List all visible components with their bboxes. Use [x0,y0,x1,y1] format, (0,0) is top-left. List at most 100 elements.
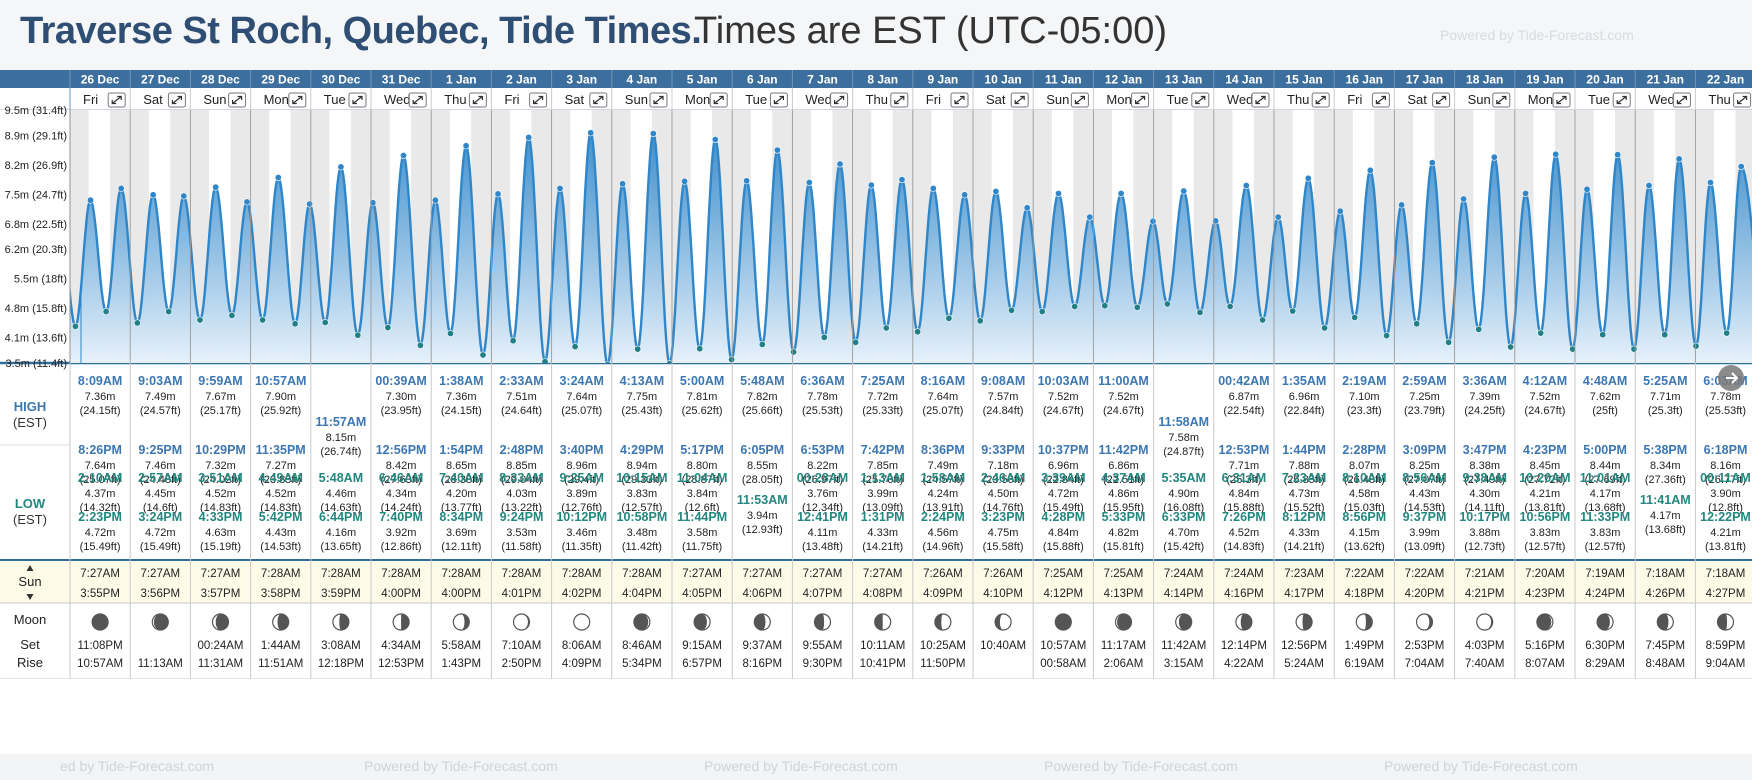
moon-shadow [1302,614,1313,630]
low-tide-height-ft: (13.65ft) [320,541,361,553]
sunset-time: 4:23PM [1525,588,1565,600]
title-bar: Traverse St Roch, Quebec, Tide Times. Ti… [0,0,1752,70]
sunrise-time: 7:21AM [1465,568,1505,580]
sunset-time: 3:56PM [140,588,180,600]
low-tide-time: 6:33PM [1162,510,1206,524]
low-tide-height-m: 4.50m [988,488,1019,500]
date-label: 14 Jan [1225,73,1262,87]
low-tide-point [1569,345,1577,353]
high-tide-height-m: 8.96m [566,460,597,472]
high-tide-point [1304,174,1312,182]
high-tide-time: 5:38PM [1643,443,1687,457]
high-tide-height-m: 8.22m [807,460,838,472]
moonset-time: 7:45PM [1645,640,1685,652]
high-tide-point [1336,207,1344,215]
high-tide-time: 5:17PM [680,443,724,457]
high-tide-height-ft: (26.97ft) [802,474,843,486]
low-tide-time: 3:24PM [138,510,182,524]
low-tide-height-m: 4.82m [1108,527,1139,539]
high-tide-height-ft: (25.33ft) [862,405,903,417]
low-tide-time: 11:33PM [1580,510,1630,524]
high-tide-height-m: 6.96m [1048,460,1079,472]
date-label: 5 Jan [687,73,718,87]
weekday-label: Tue [745,92,767,107]
moonset-time: 9:55AM [803,640,843,652]
high-tide-height-m: 7.58m [1168,432,1199,444]
low-tide-height-m: 3.83m [1530,527,1561,539]
low-tide-time: 00:11AM [1700,471,1751,485]
sunrise-time: 7:28AM [502,568,542,580]
sunrise-time: 7:22AM [1405,568,1445,580]
day-column: 11 Jan Sun 10:03AM 7.52m (24.67ft) 10:37PM 6.9… [1032,70,1089,754]
sunset-time: 3:59PM [321,588,361,600]
low-tide-height-m: 4.34m [386,488,417,500]
low-tide-height-m: 3.89m [566,488,597,500]
sunrise-time: 7:23AM [1284,568,1324,580]
sunset-time: 4:18PM [1344,588,1384,600]
high-tide-time: 10:57AM [255,374,306,388]
high-tide-height-m: 7.78m [807,391,838,403]
high-tide-point [836,160,844,168]
low-tide-time: 1:31PM [861,510,905,524]
low-tide-height-ft: (12.6ft) [685,502,720,514]
high-tide-height-m: 6.96m [1289,391,1320,403]
low-tide-height-m: 4.75m [988,527,1019,539]
high-tide-time: 9:33PM [981,443,1025,457]
high-tide-height-m: 7.25m [1409,391,1440,403]
low-tide-height-m: 4.72m [85,527,116,539]
low-tide-height-ft: (13.81ft) [1705,541,1746,553]
weekday-label: Sun [1046,92,1069,107]
moonset-time: 9:15AM [682,640,722,652]
high-tide-time: 1:54PM [439,443,483,457]
moon-row-label: Moon [14,612,47,627]
moon-shadow [1178,614,1192,630]
low-tide-height-ft: (13.91ft) [922,502,963,514]
high-tide-time: 5:00AM [680,374,724,388]
high-tide-point [117,184,125,192]
high-tide-point [399,152,407,160]
low-tide-point [541,358,549,363]
low-tide-time: 10:20AM [1519,471,1570,485]
low-tide-height-m: 4.52m [265,488,296,500]
day-column: 6 Jan Tue 5:48AM 7.82m (25.66ft) 6:05PM 8.55m (… [731,70,788,754]
footer-watermark: Powered by Tide-Forecast.com [1044,758,1238,774]
moonrise-time: 7:40AM [1465,658,1505,670]
moonrise-time: 11:51AM [258,658,303,670]
weekday-label: Sat [143,92,163,107]
low-tide-time: 3:51AM [198,471,242,485]
sunrise-time: 7:27AM [742,568,782,580]
weekday-label: Thu [866,92,888,107]
tide-area [70,132,1752,363]
high-tide-point [1149,217,1157,225]
moonrise-time: 8:48AM [1645,658,1685,670]
high-tide-height-m: 7.30m [386,391,417,403]
high-tide-height-ft: (24.57ft) [140,405,181,417]
low-tide-time: 00:28AM [797,471,848,485]
low-tide-point [1259,316,1267,324]
y-axis-tick-label: 3.5m (11.4ft) [5,358,67,370]
high-tide-time: 7:42PM [861,443,905,457]
high-tide-height-m: 6.86m [1108,460,1139,472]
high-tide-point [1583,185,1591,193]
low-tide-height-m: 3.83m [627,488,658,500]
expand-arrow [1676,95,1687,105]
low-tide-height-ft: (15.49ft) [80,541,121,553]
low-tide-height-m: 3.48m [627,527,658,539]
high-tide-height-m: 7.78m [1710,391,1741,403]
high-tide-height-ft: (25.17ft) [200,405,241,417]
weekday-label: Wed [1648,92,1675,107]
high-tide-time: 10:03AM [1038,374,1089,388]
high-tide-time: 5:48AM [740,374,784,388]
low-tide-point [1071,303,1079,311]
weekday-label: Sun [203,92,226,107]
weekday-label: Thu [444,92,466,107]
low-tide-time: 6:44PM [319,510,363,524]
moon-shadow [461,614,470,630]
expand-arrow [1436,95,1447,105]
tide-table: 3.5m (11.4ft) 4.1m (13.6ft) 4.8m (15.8ft) 5… [0,70,1752,754]
moonset-time: 11:17AM [1101,640,1146,652]
high-tide-height-m: 8.42m [386,460,417,472]
high-tide-height-ft: (24.87ft) [1163,446,1204,458]
low-tide-time: 10:15AM [616,471,667,485]
high-tide-time: 1:35AM [1282,374,1326,388]
